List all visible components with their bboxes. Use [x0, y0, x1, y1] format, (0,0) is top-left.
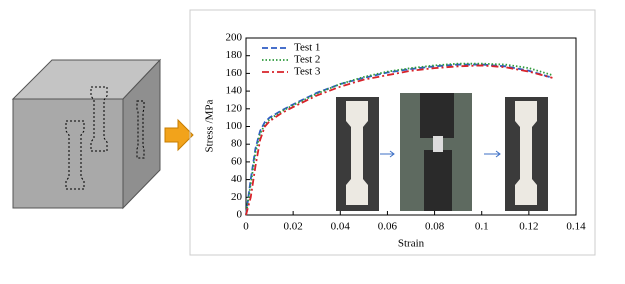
y-tick-label: 100 — [226, 120, 243, 132]
series-line — [245, 64, 553, 216]
arrow — [164, 118, 194, 152]
y-tick-label: 60 — [231, 155, 243, 167]
x-tick-label: 0.02 — [284, 221, 303, 233]
x-tick-label: 0.12 — [519, 221, 538, 233]
y-tick-label: 40 — [231, 173, 243, 185]
legend-label: Test 2 — [294, 54, 320, 66]
y-tick-label: 180 — [226, 49, 243, 61]
legend-label: Test 3 — [294, 66, 321, 78]
x-tick-label: 0 — [243, 221, 249, 233]
x-tick-label: 0.14 — [566, 221, 586, 233]
specimen-photos — [336, 93, 548, 211]
y-tick-label: 160 — [226, 67, 243, 79]
y-axis-title: Stress /MPa — [204, 99, 216, 152]
series-line — [245, 62, 553, 216]
x-tick-label: 0.1 — [475, 221, 489, 233]
x-axis-title: Strain — [398, 238, 425, 250]
y-tick-label: 20 — [231, 191, 243, 203]
y-tick-label: 140 — [226, 85, 243, 97]
legend-label: Test 1 — [294, 42, 320, 54]
x-tick-label: 0.06 — [378, 221, 398, 233]
x-tick-label: 0.04 — [331, 221, 351, 233]
y-tick-label: 200 — [226, 32, 243, 44]
x-tick-label: 0.08 — [425, 221, 445, 233]
y-tick-label: 80 — [231, 138, 243, 150]
cube-diagram — [11, 58, 162, 210]
y-tick-label: 120 — [226, 102, 243, 114]
panel-frame — [189, 9, 596, 256]
y-tick-label: 0 — [237, 209, 243, 221]
